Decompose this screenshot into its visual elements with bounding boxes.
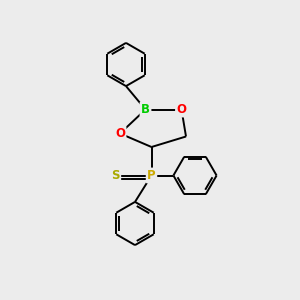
Text: O: O: [176, 103, 187, 116]
Text: O: O: [115, 127, 125, 140]
Text: S: S: [111, 169, 120, 182]
Text: B: B: [141, 103, 150, 116]
Text: P: P: [147, 169, 156, 182]
